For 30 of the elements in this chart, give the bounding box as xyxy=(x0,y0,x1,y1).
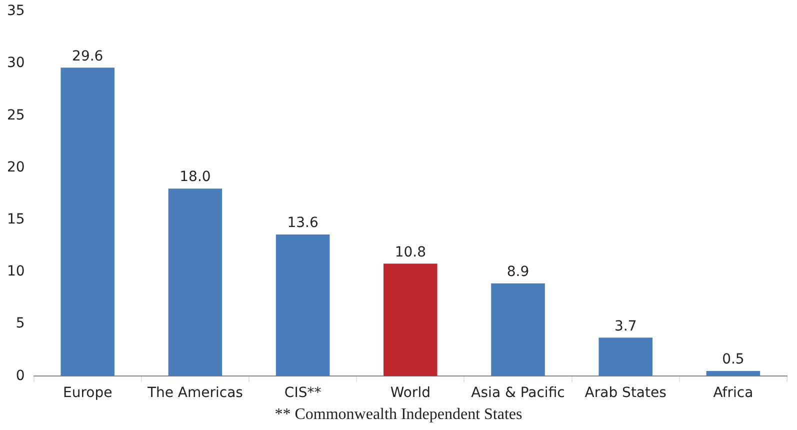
y-tick-label: 35 xyxy=(6,3,25,20)
data-label: 8.9 xyxy=(506,264,530,280)
data-label: 3.7 xyxy=(614,318,637,334)
data-label: 10.8 xyxy=(394,244,426,260)
data-label: 29.6 xyxy=(72,48,104,64)
bar xyxy=(706,370,760,376)
x-tick-label: Arab States xyxy=(584,385,666,402)
y-tick-label: 15 xyxy=(6,212,25,228)
y-tick-label: 10 xyxy=(6,264,25,280)
bar xyxy=(60,68,115,376)
data-label: 18.0 xyxy=(180,169,211,186)
x-tick-label: World xyxy=(390,385,430,402)
data-label: 0.5 xyxy=(722,352,744,368)
bar xyxy=(491,283,545,376)
y-tick-label: 30 xyxy=(6,55,25,72)
text: ** Commonwealth Independent States xyxy=(274,406,524,424)
x-tick-label: Africa xyxy=(713,385,754,402)
x-tick-label: Asia & Pacific xyxy=(471,385,565,402)
x-tick-label: Europe xyxy=(62,385,112,402)
bar xyxy=(598,338,653,376)
x-tick-label: The Americas xyxy=(146,385,243,402)
bar xyxy=(168,188,222,376)
y-tick-label: 20 xyxy=(6,159,25,176)
y-tick-label: 25 xyxy=(6,107,25,124)
bar xyxy=(384,264,438,376)
y-tick-label: 0 xyxy=(16,368,25,384)
bar xyxy=(276,234,330,376)
y-tick-label: 5 xyxy=(16,316,25,332)
x-tick-label: CIS** xyxy=(284,385,322,402)
data-label: 13.6 xyxy=(287,215,318,232)
